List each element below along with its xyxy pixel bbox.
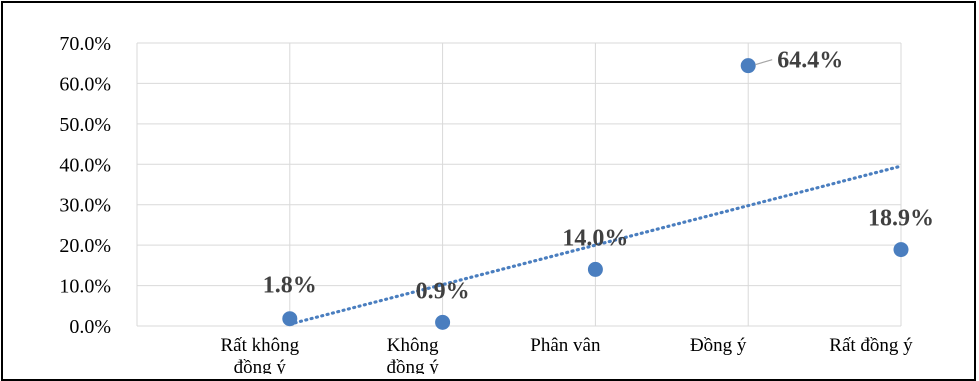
data-point: [893, 242, 909, 258]
trendline-group: [288, 164, 903, 326]
x-category-label: Không: [387, 335, 439, 356]
data-label: 1.8%: [263, 273, 317, 299]
y-axis-ticks: 0.0% 10.0% 20.0% 30.0% 40.0% 50.0% 60.0% 70.0%: [59, 33, 111, 338]
gridlines: [136, 42, 902, 327]
y-tick-label: 0.0%: [69, 316, 111, 338]
y-tick-label: 20.0%: [59, 235, 111, 257]
x-category-label: Đồng ý: [690, 335, 747, 356]
trendline: [288, 164, 903, 326]
data-points: [282, 58, 909, 330]
y-tick-label: 30.0%: [59, 195, 111, 217]
data-label: 14.0%: [562, 225, 628, 251]
data-point: [435, 314, 451, 330]
data-point: [587, 261, 603, 277]
data-point: [282, 311, 298, 327]
data-label: 18.9%: [868, 206, 934, 232]
x-category-label: Phân vân: [530, 335, 601, 356]
y-tick-label: 10.0%: [59, 276, 111, 298]
x-category-label: đồng ý: [234, 357, 287, 374]
data-label: 0.9%: [416, 278, 470, 304]
y-tick-label: 50.0%: [59, 114, 111, 136]
y-tick-label: 70.0%: [59, 33, 111, 55]
leader-line: [755, 59, 773, 66]
data-point: [740, 58, 756, 74]
y-tick-label: 60.0%: [59, 73, 111, 95]
data-labels: 1.8% 0.9% 14.0% 64.4% 18.9%: [263, 48, 934, 305]
data-label: 64.4%: [777, 48, 843, 74]
x-category-label: Rất không: [220, 335, 299, 356]
y-tick-label: 40.0%: [59, 154, 111, 176]
x-category-label: Rất đồng ý: [829, 335, 913, 356]
x-category-label: đồng ý: [386, 357, 439, 374]
